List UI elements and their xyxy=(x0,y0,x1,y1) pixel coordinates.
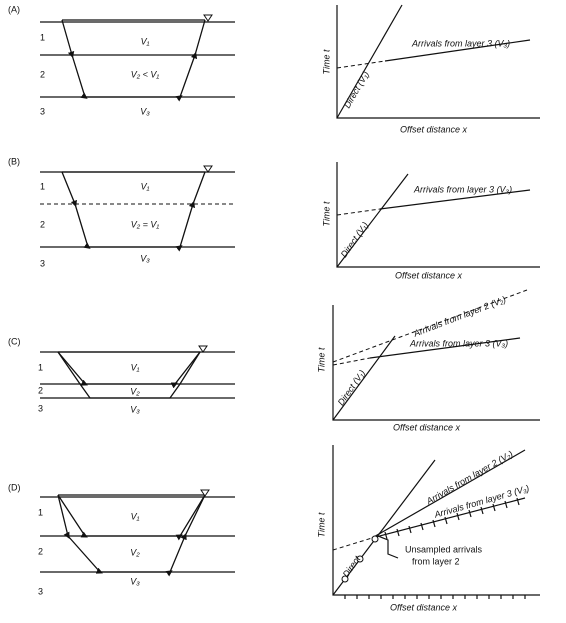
direct-line xyxy=(332,335,396,421)
sample xyxy=(356,555,364,563)
x-axis-label: Offset distance x xyxy=(393,422,461,432)
panel-a: (A) 1 2 3 V₁ V₂ < V₁ V₃ Time t Offset di… xyxy=(8,4,540,134)
velocity: V₃ xyxy=(140,253,150,263)
layer-3-line xyxy=(371,497,526,539)
layer-number: 1 xyxy=(40,181,45,191)
panel-b: (B) 1 2 3 V₁ V₂ = V₁ V₃ Time t Offset di… xyxy=(8,156,540,280)
ray xyxy=(57,494,206,577)
layer-boundaries xyxy=(40,496,235,573)
layer-number: 2 xyxy=(40,219,45,229)
annotation: Direct (V₁) xyxy=(339,220,371,259)
receiver xyxy=(200,489,210,497)
layer-number: 2 xyxy=(40,69,45,79)
y-axis-label: Time t xyxy=(321,201,331,226)
receiver xyxy=(198,345,208,353)
ray xyxy=(57,351,201,399)
direct-line xyxy=(336,173,409,268)
panel-label: (B) xyxy=(8,156,20,166)
annotation: Arrivals from layer 3 (V₃) xyxy=(409,338,508,348)
velocity: V₂ = V₁ xyxy=(131,219,160,229)
x-axis-label: Offset distance x xyxy=(395,270,463,280)
sample xyxy=(341,575,349,583)
annotation: from layer 2 xyxy=(412,556,460,566)
y-axis-label: Time t xyxy=(316,347,326,372)
velocity: V₂ < V₁ xyxy=(131,69,160,79)
velocity: V₁ xyxy=(131,511,140,521)
velocity: V₃ xyxy=(130,404,140,414)
refraction-line xyxy=(369,337,521,359)
layer-number: 2 xyxy=(38,385,43,395)
layer-number: 1 xyxy=(38,507,43,517)
refraction-line xyxy=(384,39,531,62)
layer-number: 3 xyxy=(38,586,43,596)
intercept xyxy=(332,537,373,551)
y-axis-label: Time t xyxy=(321,49,331,74)
velocity: V₂ xyxy=(130,547,140,557)
bracket xyxy=(377,535,399,559)
refraction-line xyxy=(379,189,531,210)
x-axis-label: Offset distance x xyxy=(390,602,458,612)
velocity: V₃ xyxy=(130,576,140,586)
velocity: V₁ xyxy=(141,36,150,46)
annotation: Arrivals from layer 3 (V₃) xyxy=(413,184,512,194)
layer-2-line xyxy=(371,449,526,539)
panel-label: (D) xyxy=(8,482,21,492)
velocity: V₁ xyxy=(131,362,140,372)
axes xyxy=(332,445,540,596)
panel-label: (C) xyxy=(8,336,21,346)
panel-d: (D) 1 2 3 V₁ V₂ V₃ Time t Offset distanc… xyxy=(8,445,540,612)
layer-number: 2 xyxy=(38,546,43,556)
receiver xyxy=(203,14,213,22)
annotation: Direct (V₁) xyxy=(336,368,368,407)
receiver xyxy=(203,165,213,173)
annotation: Unsampled arrivals xyxy=(405,544,483,554)
layer-3-ticks xyxy=(384,497,520,540)
layer-number: 3 xyxy=(40,258,45,268)
layer-boundaries xyxy=(40,171,235,248)
direct-line xyxy=(332,459,436,596)
direct-line xyxy=(336,4,403,119)
panel-label: (A) xyxy=(8,4,20,14)
annotation: Arrivals from layer 2 (V₂) xyxy=(411,294,507,339)
layer-number: 1 xyxy=(40,32,45,42)
intercept xyxy=(336,60,386,69)
layer-number: 1 xyxy=(38,362,43,372)
layer-number: 3 xyxy=(40,106,45,116)
x-ticks xyxy=(344,595,526,599)
intercept xyxy=(336,208,381,216)
sample xyxy=(371,535,379,543)
annotation: Arrivals from layer 3 (V₃) xyxy=(411,38,510,48)
x-axis-label: Offset distance x xyxy=(400,124,468,134)
panel-c: (C) 1 2 3 V₁ V₂ V₃ Time t Offset distanc… xyxy=(8,289,540,432)
axes xyxy=(336,162,540,268)
ray xyxy=(57,351,201,389)
y-axis-label: Time t xyxy=(316,512,326,537)
ray xyxy=(61,19,206,102)
velocity: V₂ xyxy=(130,386,140,396)
velocity: V₁ xyxy=(141,181,150,191)
intercept xyxy=(332,357,371,366)
annotation: Direct (V₁) xyxy=(342,70,371,110)
axes xyxy=(336,5,540,119)
velocity: V₃ xyxy=(140,106,150,116)
layer-boundaries xyxy=(40,21,235,98)
layer-number: 3 xyxy=(38,403,43,413)
ray xyxy=(61,171,206,252)
